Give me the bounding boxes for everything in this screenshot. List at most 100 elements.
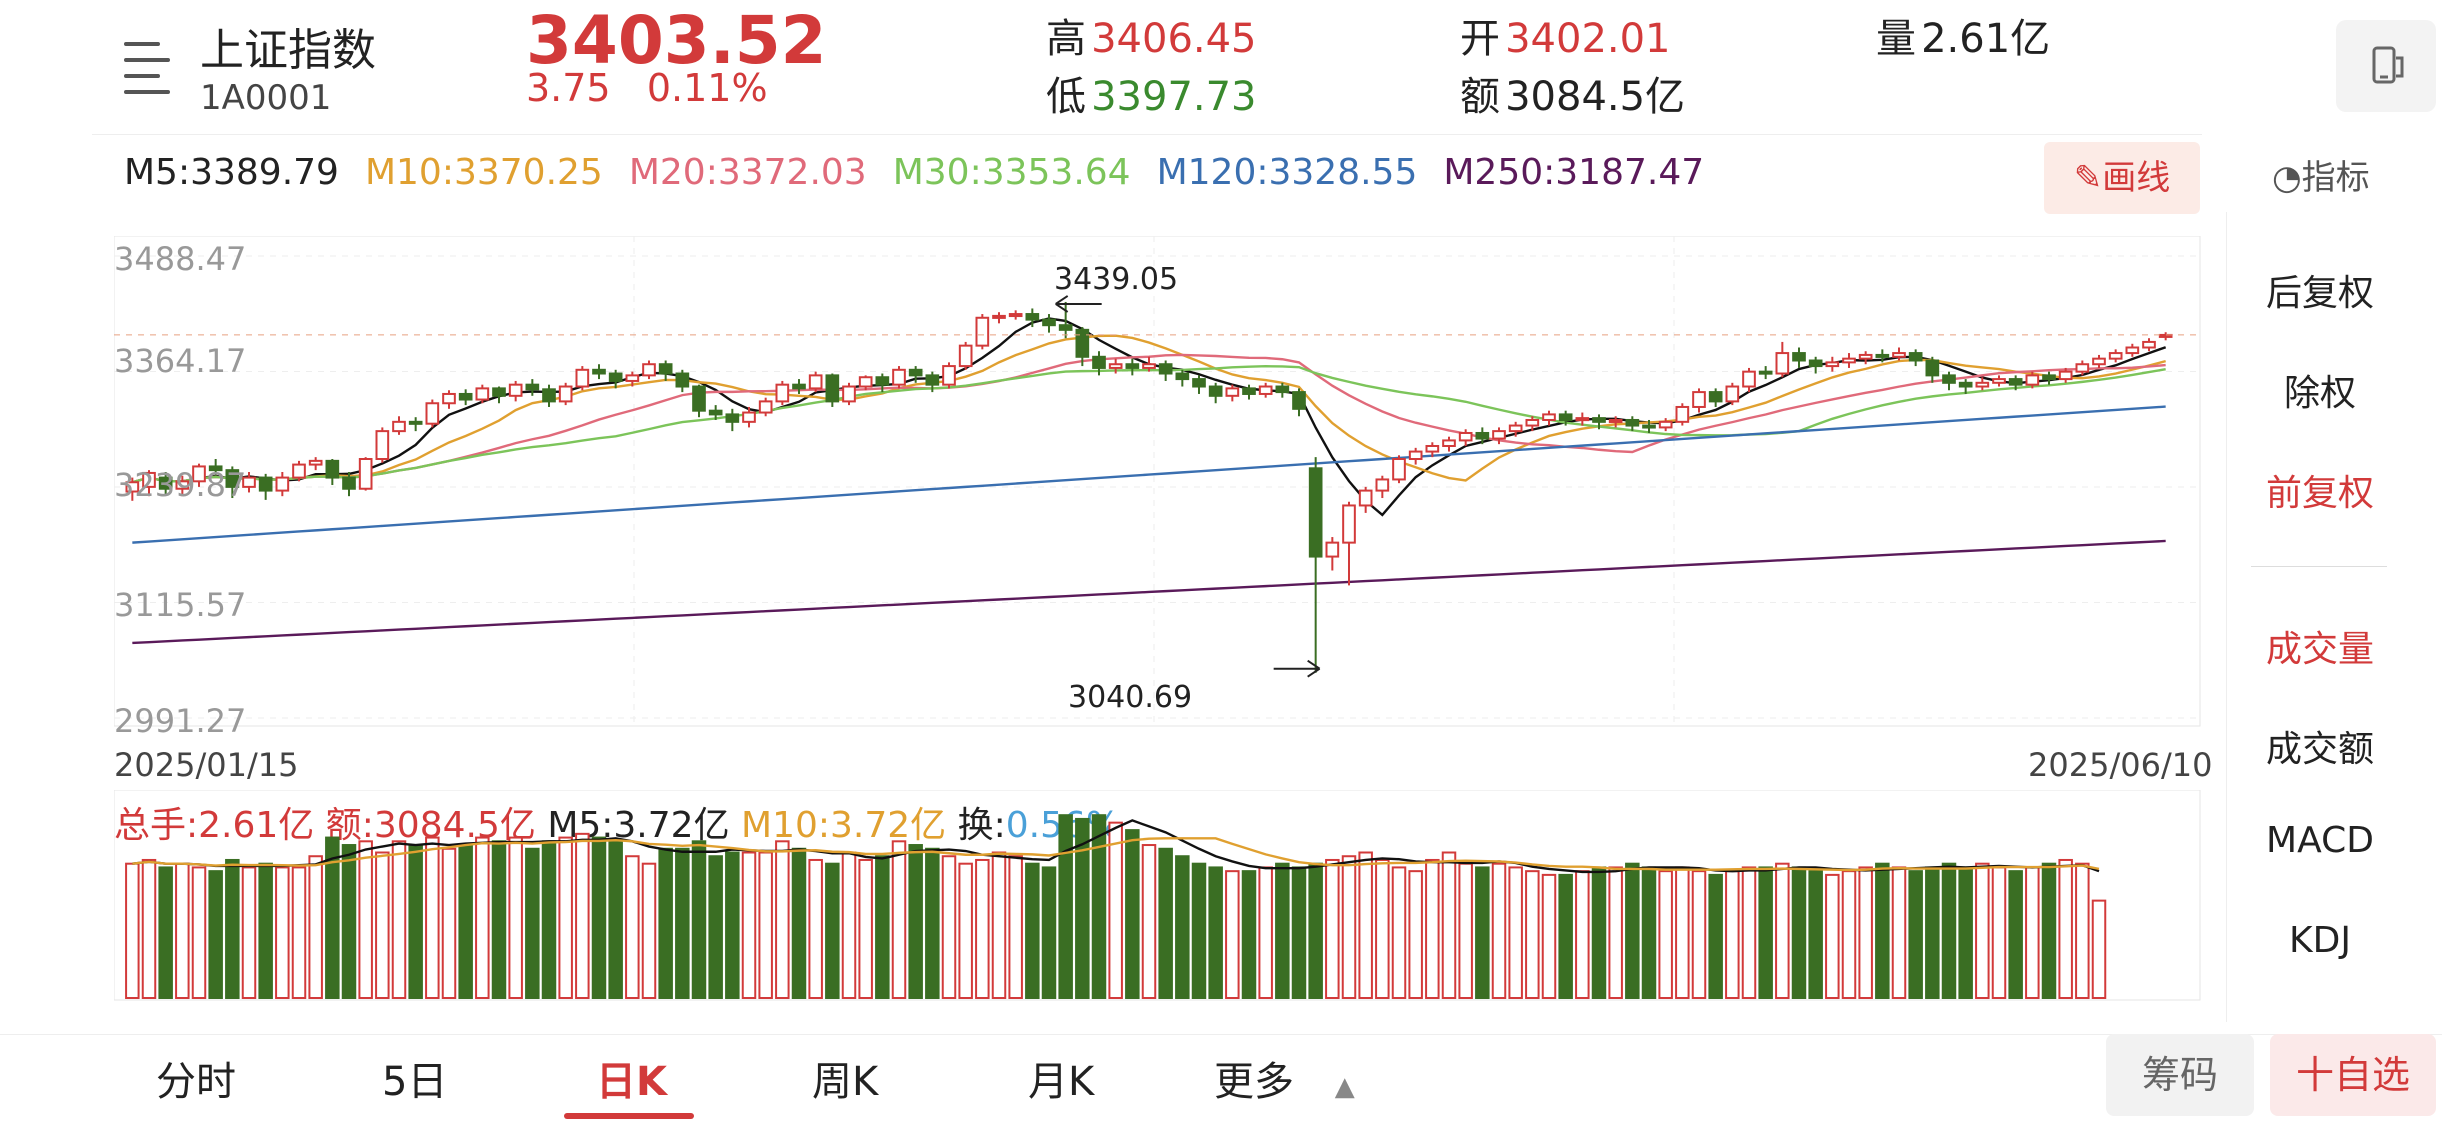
volume-bar bbox=[1475, 866, 1490, 999]
volume-bar bbox=[841, 851, 857, 999]
volume-bar bbox=[741, 851, 757, 999]
volume-bar bbox=[2025, 866, 2040, 999]
candle-body bbox=[1408, 450, 1423, 461]
volume-bar bbox=[341, 844, 357, 999]
volume-bar bbox=[141, 858, 157, 1000]
candle-body bbox=[1375, 478, 1390, 492]
candle-body bbox=[675, 372, 690, 388]
volume-bar bbox=[1041, 866, 1057, 999]
volume-bar bbox=[608, 840, 623, 999]
tab-daily-k[interactable]: 日K bbox=[596, 1059, 667, 1105]
candle-body bbox=[1425, 444, 1440, 453]
volume-bar bbox=[2008, 870, 2023, 999]
volume-bar bbox=[525, 847, 540, 1000]
ma-legend-item: M20:3372.03 bbox=[628, 152, 867, 193]
tab-intraday[interactable]: 分时 bbox=[156, 1059, 236, 1105]
candle-body bbox=[608, 372, 623, 382]
candle-body bbox=[1842, 357, 1856, 364]
low-label: 低 bbox=[1046, 74, 1086, 120]
volume-label: 量 bbox=[1876, 16, 1916, 62]
candle-body bbox=[1742, 370, 1756, 388]
phone-rotate-icon bbox=[2372, 46, 2404, 84]
volume-bar bbox=[575, 832, 590, 999]
candle-body bbox=[1925, 359, 1940, 377]
volume-bar bbox=[1408, 870, 1423, 999]
candle-body bbox=[975, 316, 990, 347]
volume-frame bbox=[114, 790, 2201, 1001]
candle-body bbox=[1758, 370, 1773, 375]
chip-distribution-button[interactable]: 筹码 bbox=[2106, 1034, 2254, 1116]
current-price: 3403.52 bbox=[526, 2, 827, 79]
volume-bar bbox=[1241, 870, 1257, 999]
candle-body bbox=[1875, 353, 1890, 358]
volume-bar bbox=[1675, 866, 1690, 999]
volume-bar bbox=[258, 862, 273, 999]
volume-bar bbox=[558, 836, 573, 1000]
change-percent: 0.11% bbox=[646, 66, 768, 110]
side-item-ex-rights[interactable]: 除权 bbox=[2283, 373, 2356, 414]
volume-bar bbox=[125, 862, 140, 999]
side-item-back-adjusted[interactable]: 后复权 bbox=[2265, 273, 2374, 314]
candle-body bbox=[175, 480, 190, 490]
device-toggle-button[interactable] bbox=[2336, 20, 2436, 112]
volume-bar bbox=[1275, 862, 1290, 999]
candle-body bbox=[858, 376, 873, 388]
candle-body bbox=[1158, 363, 1173, 375]
draw-line-button[interactable]: ✎画线 bbox=[2044, 142, 2200, 214]
side-item-kdj[interactable]: KDJ bbox=[2289, 920, 2351, 961]
candle-body bbox=[1008, 313, 1023, 318]
tab-more[interactable]: 更多 ▲ bbox=[1214, 1049, 1355, 1107]
candle-body bbox=[808, 374, 823, 390]
volume-bar bbox=[425, 836, 440, 1000]
candlestick-chart[interactable] bbox=[114, 236, 2204, 732]
candle-body bbox=[1275, 385, 1290, 394]
candle-body bbox=[1125, 363, 1140, 369]
max-annotation: 3439.05 bbox=[1054, 262, 1179, 297]
volume-bar bbox=[1925, 866, 1940, 999]
candle-body bbox=[1025, 313, 1040, 321]
candle-body bbox=[1942, 374, 1956, 384]
side-item-macd[interactable]: MACD bbox=[2266, 820, 2374, 861]
turnover-label: 换: bbox=[957, 805, 1006, 846]
y-tick-label: 3364.17 bbox=[114, 342, 247, 380]
volume-chart[interactable] bbox=[114, 790, 2204, 1004]
volume-bar bbox=[191, 866, 207, 999]
start-date: 2025/01/15 bbox=[114, 746, 299, 784]
side-item-amount[interactable]: 成交额 bbox=[2265, 729, 2374, 770]
menu-icon[interactable] bbox=[124, 40, 176, 94]
indicator-label: 指标 bbox=[2301, 158, 2370, 198]
tab-weekly-k[interactable]: 周K bbox=[812, 1059, 879, 1105]
period-tabs: 分时 5日 日K 周K 月K 更多 ▲ bbox=[0, 1034, 2442, 1123]
candle-body bbox=[1458, 431, 1473, 442]
candle-body bbox=[1208, 385, 1223, 397]
ma-legend-item: M120:3328.55 bbox=[1156, 152, 1418, 193]
volume-bar bbox=[691, 840, 707, 999]
add-favorite-button[interactable]: 十自选 bbox=[2270, 1034, 2436, 1116]
candle-body bbox=[275, 476, 290, 492]
candle-body bbox=[425, 402, 440, 425]
tab-monthly-k[interactable]: 月K bbox=[1028, 1059, 1095, 1105]
candle-body bbox=[325, 459, 340, 479]
min-annotation: 3040.69 bbox=[1068, 680, 1193, 715]
volume-bar bbox=[1808, 870, 1823, 999]
candle-body bbox=[408, 420, 423, 425]
side-item-volume[interactable]: 成交量 bbox=[2265, 629, 2374, 670]
volume-bar bbox=[475, 836, 490, 1000]
volume-bar bbox=[1558, 873, 1573, 999]
candle-body bbox=[525, 383, 540, 391]
side-item-forward-adjusted[interactable]: 前复权 bbox=[2265, 473, 2374, 514]
amount-stat: 额 3084.5亿 bbox=[1460, 64, 1685, 122]
candle-body bbox=[1958, 381, 1973, 388]
high-label: 高 bbox=[1046, 16, 1086, 62]
indicator-button[interactable]: ◔指标 bbox=[2272, 150, 2370, 199]
ma-legend: M5:3389.79 M10:3370.25 M20:3372.03 M30:3353… bbox=[124, 152, 1730, 193]
amount-label: 额 bbox=[1460, 74, 1500, 120]
candle-body bbox=[1392, 458, 1406, 481]
candle-body bbox=[1442, 439, 1456, 447]
ma10-line bbox=[132, 334, 2166, 484]
volume-bar bbox=[991, 851, 1007, 999]
candle-body bbox=[2042, 374, 2056, 381]
max-arrow bbox=[1055, 295, 1102, 313]
volume-bar bbox=[1775, 862, 1790, 999]
tab-5day[interactable]: 5日 bbox=[382, 1059, 448, 1105]
